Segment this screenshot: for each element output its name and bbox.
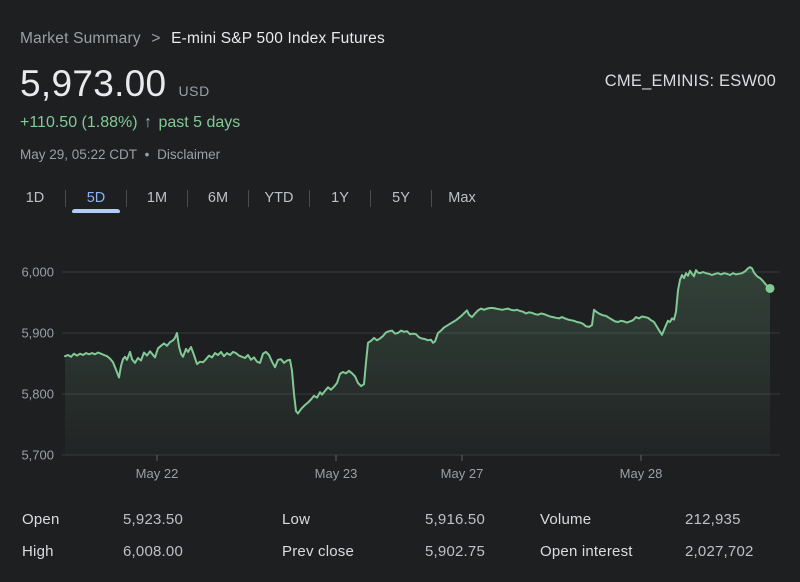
tab-5d[interactable]: 5D	[72, 190, 120, 213]
price-row: 5,973.00 USD	[20, 63, 210, 105]
tab-label: 1Y	[331, 190, 349, 206]
tab-separator	[431, 189, 432, 207]
stat-value: 6,008.00	[123, 543, 183, 560]
tab-label: 5D	[86, 190, 106, 206]
svg-text:May 28: May 28	[620, 466, 663, 481]
stat-label: Open interest	[540, 543, 633, 560]
svg-text:May 27: May 27	[441, 466, 484, 481]
tab-1m[interactable]: 1M	[136, 190, 178, 206]
stat-label: Volume	[540, 511, 592, 528]
tab-label: YTD	[264, 190, 294, 206]
bullet-separator: •	[144, 147, 150, 162]
page-title: E-mini S&P 500 Index Futures	[171, 30, 385, 47]
breadcrumb-separator: >	[151, 30, 161, 47]
time-range-tab-bar: 1D 5D 1M 6M YTD 1Y 5Y	[14, 185, 483, 213]
current-price: 5,973.00	[20, 63, 167, 104]
tab-max[interactable]: Max	[441, 190, 483, 206]
tab-label: 1D	[25, 190, 45, 206]
disclaimer-link[interactable]: Disclaimer	[157, 147, 221, 162]
tab-label: Max	[448, 190, 476, 206]
tab-label: 1M	[146, 190, 168, 206]
svg-text:5,700: 5,700	[21, 448, 54, 463]
svg-text:May 22: May 22	[136, 466, 179, 481]
tab-separator	[309, 189, 310, 207]
tab-separator	[370, 189, 371, 207]
stat-label: Open	[22, 511, 60, 528]
tab-label: 5Y	[392, 190, 410, 206]
stat-value: 5,916.50	[425, 511, 485, 528]
price-change-value: +110.50 (1.88%)	[20, 114, 138, 131]
tab-1y[interactable]: 1Y	[319, 190, 361, 206]
active-tab-indicator	[72, 209, 120, 213]
tab-1d[interactable]: 1D	[14, 190, 56, 206]
tab-6m[interactable]: 6M	[197, 190, 239, 206]
svg-text:6,000: 6,000	[21, 265, 54, 280]
breadcrumb-market-summary-link[interactable]: Market Summary	[20, 30, 141, 47]
tab-separator	[248, 189, 249, 207]
svg-text:5,900: 5,900	[21, 326, 54, 341]
breadcrumb: Market Summary > E-mini S&P 500 Index Fu…	[20, 30, 385, 48]
price-chart-svg[interactable]: 6,000 5,900 5,800 5,700 May 22 May 23 May 27 Ma…	[0, 240, 800, 490]
stat-label: Prev close	[282, 543, 355, 560]
tab-separator	[65, 189, 66, 207]
quote-timestamp-line: May 29, 05:22 CDT • Disclaimer	[20, 147, 220, 162]
stat-label: High	[22, 543, 54, 560]
svg-text:5,800: 5,800	[21, 387, 54, 402]
currency-label: USD	[178, 83, 210, 99]
tab-separator	[187, 189, 188, 207]
stat-value: 212,935	[685, 511, 741, 528]
price-change-line: +110.50 (1.88%) ↑ past 5 days	[20, 114, 240, 132]
tab-ytd[interactable]: YTD	[258, 190, 300, 206]
change-period-label: past 5 days	[158, 114, 241, 131]
price-chart[interactable]: 6,000 5,900 5,800 5,700 May 22 May 23 May 27 Ma…	[0, 240, 800, 490]
svg-text:May 23: May 23	[315, 466, 358, 481]
tab-separator	[126, 189, 127, 207]
stat-value: 5,923.50	[123, 511, 183, 528]
stat-value: 5,902.75	[425, 543, 485, 560]
tab-label: 6M	[207, 190, 229, 206]
stat-value: 2,027,702	[685, 543, 754, 560]
quote-timestamp: May 29, 05:22 CDT	[20, 147, 137, 162]
up-arrow-icon: ↑	[144, 114, 153, 131]
tab-5y[interactable]: 5Y	[380, 190, 422, 206]
stat-label: Low	[282, 511, 311, 528]
exchange-ticker: CME_EMINIS: ESW00	[604, 72, 776, 90]
